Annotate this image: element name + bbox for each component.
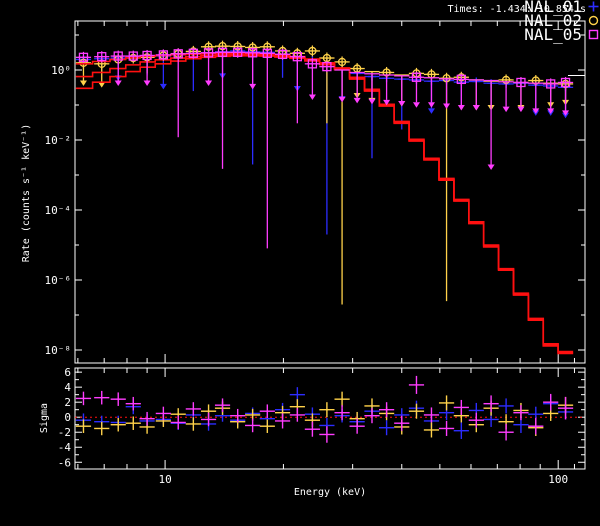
rate-tick-label: 10⁻⁴ [45, 204, 72, 217]
residuals-NAL_02 [75, 391, 574, 438]
axis-ticks [75, 21, 585, 469]
sigma-tick-label: 4 [64, 381, 71, 394]
legend-item-nal01: NAL_01 [524, 0, 600, 16]
x-tick-label: 10 [158, 473, 171, 486]
legend-label-nal01: NAL_01 [524, 0, 582, 16]
rate-tick-label: 10⁻⁸ [45, 344, 72, 357]
series-NAL_01 [75, 46, 574, 235]
sigma-tick-label: -6 [58, 456, 71, 469]
sigma-tick-label: -4 [58, 441, 72, 454]
sigma-tick-label: 6 [64, 366, 71, 379]
legend-label-nal05: NAL_05 [524, 25, 582, 44]
panel-frame [74, 20, 586, 364]
fit-model-det2 [75, 53, 574, 354]
legend-item-nal05: NAL_05 [524, 25, 600, 44]
plot-time-interval-title: Times: -1.434: 10.854 s [447, 4, 586, 15]
fit-model-det1 [75, 52, 574, 353]
residuals-NAL_01 [75, 387, 574, 439]
sigma-axis-title: Sigma [39, 402, 50, 434]
rate-tick-label: 10⁰ [51, 64, 71, 77]
x-tick-label: 100 [548, 473, 568, 486]
rate-axis-title: Rate (counts s⁻¹ keV⁻¹) [21, 123, 32, 263]
rate-tick-label: 10⁻⁶ [45, 274, 72, 287]
circle-marker-icon [588, 15, 599, 26]
series-NAL_05 [75, 46, 574, 249]
plus-marker-icon [588, 1, 599, 12]
sigma-tick-label: 2 [64, 396, 71, 409]
sigma-tick-label: 0 [64, 411, 71, 424]
square-marker-icon [588, 29, 599, 40]
rate-tick-label: 10⁻² [45, 134, 72, 147]
sigma-tick-label: -2 [58, 426, 71, 439]
residuals-NAL_05 [75, 375, 574, 443]
legend-rule-line [568, 75, 585, 76]
energy-axis-title: Energy (keV) [293, 487, 367, 498]
panel-frame [74, 367, 586, 470]
fit-model-det3 [75, 54, 574, 355]
